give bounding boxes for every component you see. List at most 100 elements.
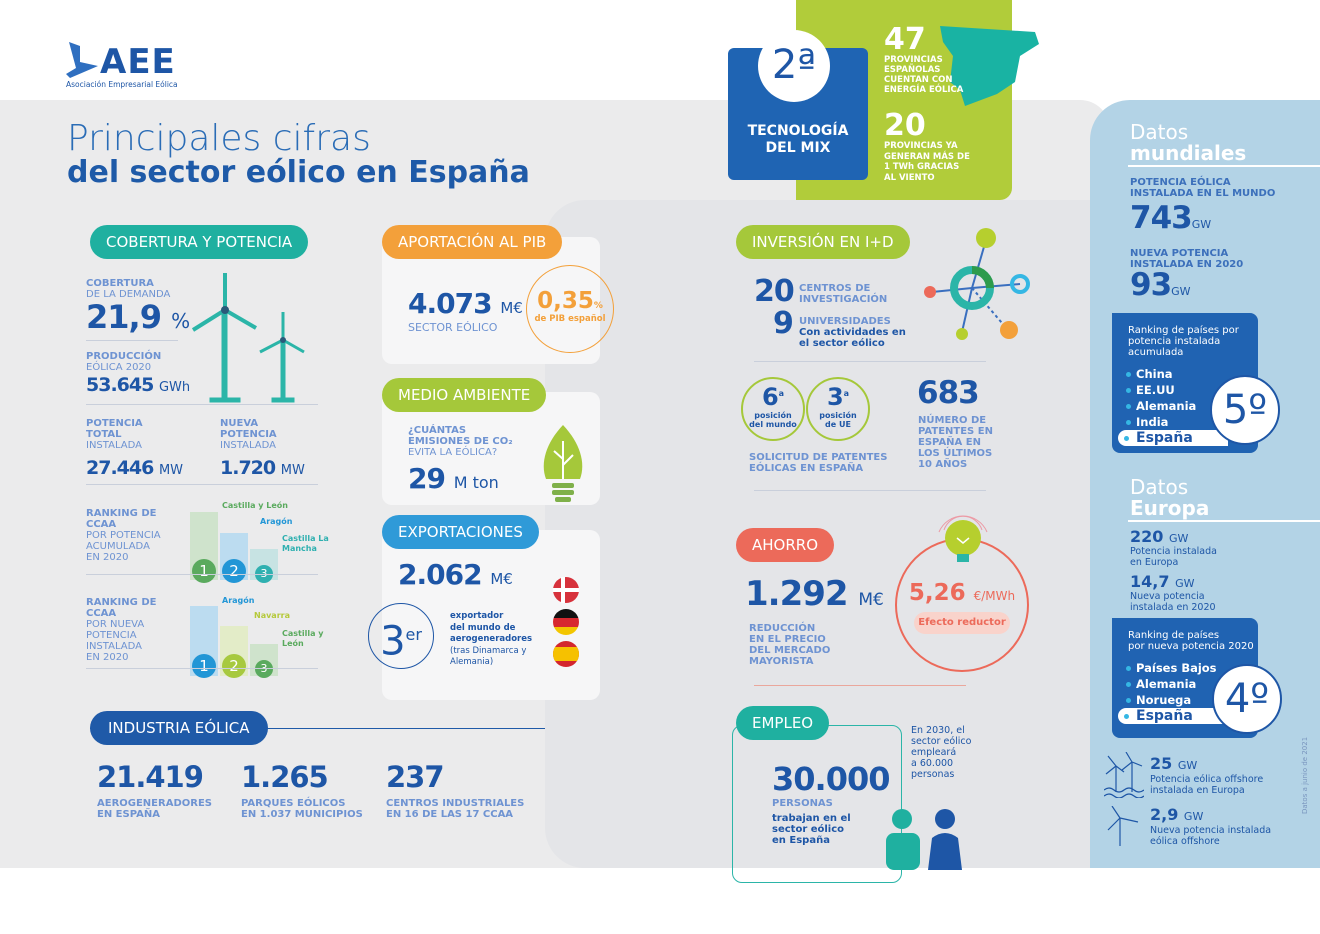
label: INVESTIGACIÓN — [799, 294, 888, 305]
unit: % — [593, 301, 603, 311]
mundo-nueva-value: 93 — [1130, 267, 1172, 303]
label: POTENCIA EÓLICA — [1130, 177, 1231, 188]
export-text: (tras Dinamarca y — [450, 645, 527, 656]
label: Nueva potencia instalada — [1150, 825, 1272, 836]
empleo-forecast: personas — [911, 769, 955, 780]
ranking-item-spain: España — [1118, 708, 1228, 724]
section-exportaciones: EXPORTACIONES — [382, 515, 539, 549]
pib-percent-badge: 0,35% de PIB español — [526, 265, 614, 353]
rank-number: 3 — [255, 660, 273, 678]
label: EN 1.037 MUNICIPIOS — [241, 809, 363, 820]
label: LOS ÚLTIMOS — [918, 448, 993, 459]
label: CCAA — [86, 519, 117, 530]
offshore-turbines-icon — [1104, 752, 1144, 798]
label: EN ESPAÑA — [97, 809, 160, 820]
europa-potencia-value: 220 — [1130, 527, 1164, 546]
provincias-twh-count: 20 — [884, 108, 926, 143]
label: NUEVA POTENCIA — [1130, 248, 1229, 259]
leaf-bulb-icon — [543, 425, 583, 502]
export-rank: 3 — [380, 618, 406, 665]
label: Potencia instalada — [1130, 546, 1217, 557]
label: el sector eólico — [799, 338, 885, 349]
ranking-item: Alemania — [1126, 676, 1258, 692]
rank-region: Castilla y León — [222, 501, 288, 510]
provincias-text: ESPAÑOLAS — [884, 65, 941, 75]
label: RANKING DE — [86, 508, 157, 519]
label: instalada en Europa — [1150, 785, 1245, 796]
industria-value: 21.419 — [97, 760, 204, 794]
nueva-potencia-value: 1.720 — [220, 457, 276, 479]
export-value: 2.062 — [398, 558, 483, 591]
unit: M€ — [490, 570, 513, 588]
provincias-twh-text: AL VIENTO — [884, 172, 935, 183]
ranking-item: Noruega — [1126, 692, 1258, 708]
flags-icon — [553, 577, 579, 667]
europa-title-bold: Europa — [1130, 496, 1210, 520]
pib-percent: 0,35 — [537, 288, 594, 314]
label: EVITA LA EÓLICA? — [408, 447, 498, 458]
section-ahorro: AHORRO — [736, 528, 834, 562]
label: INSTALADA — [86, 641, 142, 652]
ranking-heading: Ranking de países — [1128, 630, 1220, 641]
provincias-twh-text: GENERAN MÁS DE — [884, 151, 970, 162]
label: 10 AÑOS — [918, 459, 968, 470]
ranking-item: Países Bajos — [1126, 660, 1258, 676]
patent-world-rank: 6 — [761, 383, 779, 411]
label: CENTROS DE — [799, 283, 871, 294]
industria-item: 237 CENTROS INDUSTRIALES EN 16 DE LAS 17 C… — [386, 760, 524, 820]
ahorro-value: 1.292 — [745, 574, 849, 614]
germany-flag-icon — [553, 609, 579, 635]
label: instalada en 2020 — [1130, 602, 1216, 613]
mundo-title: Datos — [1130, 120, 1189, 144]
co2-value: 29 — [408, 462, 446, 495]
unit: % — [171, 309, 191, 333]
offshore-value: 25 — [1150, 754, 1173, 773]
ranking-heading: por nueva potencia 2020 — [1128, 641, 1254, 652]
empleo-forecast: sector eólico — [911, 736, 972, 747]
export-text: Alemania) — [450, 657, 494, 667]
label: EN 2020 — [86, 552, 129, 563]
patent-eu-badge: 3a posición de UE — [806, 377, 870, 441]
page-title: Principales cifras — [67, 118, 371, 159]
label: POTENCIA — [220, 429, 277, 440]
label: posición — [754, 411, 792, 420]
mix-rank-badge: 2ª — [758, 30, 830, 102]
section-idi: INVERSIÓN EN I+D — [736, 225, 910, 259]
empleo-forecast: a 60.000 — [911, 758, 954, 769]
industria-value: 1.265 — [241, 760, 329, 794]
label: SOLICITUD DE PATENTES — [749, 452, 888, 463]
label: DE LA DEMANDA — [86, 289, 171, 300]
unit: €/MWh — [973, 589, 1016, 603]
mix-label: DEL MIX — [765, 140, 831, 156]
ranking-item: Alemania — [1126, 398, 1258, 414]
empleo-value: 30.000 — [772, 760, 890, 798]
effect-label: Efecto reductor — [914, 612, 1010, 634]
patentes-value: 683 — [917, 375, 980, 411]
ranking-item-spain: España — [1118, 430, 1228, 446]
section-industria: INDUSTRIA EÓLICA — [90, 711, 268, 745]
europa-nueva-value: 14,7 — [1130, 572, 1170, 591]
label: EÓLICA 2020 — [86, 362, 152, 373]
patent-world-badge: 6a posición del mundo — [741, 377, 805, 441]
unit: MW — [280, 463, 305, 478]
section-medio-ambiente: MEDIO AMBIENTE — [382, 378, 547, 412]
label: PRODUCCIÓN — [86, 351, 162, 362]
empleo-forecast: En 2030, el — [911, 725, 965, 736]
pib-label: SECTOR EÓLICO — [408, 321, 498, 334]
logo-subtitle: Asociación Empresarial Eólica — [66, 80, 178, 89]
label: EN EL PRECIO — [749, 634, 826, 645]
ordinal: a — [778, 389, 785, 398]
industria-item: 21.419 AEROGENERADORES EN ESPAÑA — [97, 760, 212, 820]
label: INSTALADA — [86, 440, 142, 451]
logo-text: AEE — [100, 42, 176, 82]
label: PERSONAS — [772, 798, 833, 809]
denmark-flag-icon — [553, 577, 579, 603]
provincias-text: ENERGÍA EÓLICA — [884, 85, 964, 95]
provincias-count: 47 — [884, 22, 926, 57]
unit: GW — [1171, 285, 1191, 298]
ranking-item: EE.UU — [1126, 382, 1258, 398]
network-icon — [924, 228, 1030, 340]
label: EN 2020 — [86, 652, 129, 663]
label: INSTALADA EN EL MUNDO — [1130, 188, 1276, 199]
label: COBERTURA — [86, 278, 154, 289]
